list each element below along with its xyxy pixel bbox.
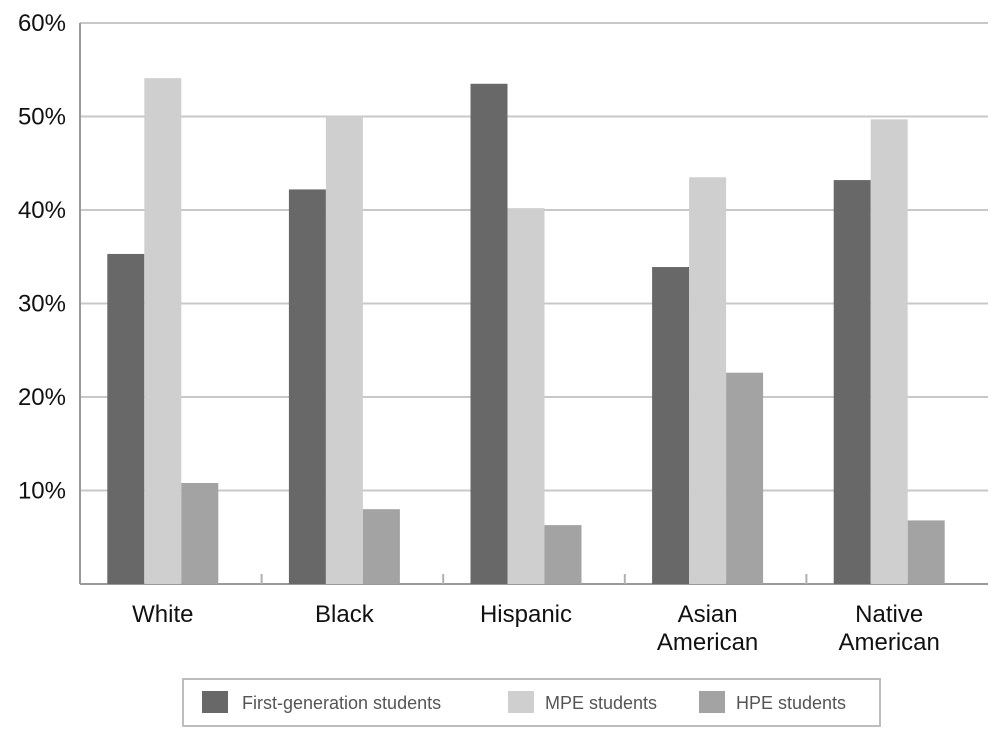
legend-label: First-generation students <box>242 693 441 713</box>
y-tick-label: 30% <box>18 291 66 318</box>
category-labels: White Black Hispanic AsianAmericanNativeAme… <box>132 601 940 656</box>
category-label: Black <box>315 601 375 628</box>
bar <box>181 483 219 584</box>
bar <box>870 119 908 585</box>
legend-swatch <box>508 691 534 713</box>
legend-swatch <box>699 691 725 713</box>
y-tick-label: 60% <box>18 10 66 37</box>
category-label: Asian <box>678 601 738 628</box>
category-label: Hispanic <box>480 601 572 628</box>
y-tick-label: 50% <box>18 104 66 131</box>
legend-swatch <box>202 691 228 713</box>
bar <box>907 520 945 584</box>
legend-label: HPE students <box>736 693 846 713</box>
bar <box>470 83 508 585</box>
legend-label: MPE students <box>545 693 657 713</box>
bar <box>144 78 182 584</box>
bar <box>325 116 363 584</box>
bar <box>689 177 727 584</box>
bar <box>288 189 326 584</box>
bar <box>833 180 871 584</box>
bar <box>107 253 145 584</box>
bar <box>726 372 764 584</box>
bar <box>652 267 690 584</box>
category-label: American <box>839 629 940 656</box>
legend: First-generation students MPE students HPE… <box>182 678 881 727</box>
y-tick-labels: 10% 20% 30% 40% 50% 60% <box>18 10 66 505</box>
bar <box>507 208 545 584</box>
category-label: Native <box>855 601 923 628</box>
category-label: White <box>132 601 193 628</box>
bar <box>362 509 400 584</box>
bars <box>107 78 945 585</box>
category-label: American <box>657 629 758 656</box>
y-tick-label: 20% <box>18 384 66 411</box>
bar <box>544 525 582 584</box>
y-tick-label: 40% <box>18 197 66 224</box>
y-tick-label: 10% <box>18 478 66 505</box>
